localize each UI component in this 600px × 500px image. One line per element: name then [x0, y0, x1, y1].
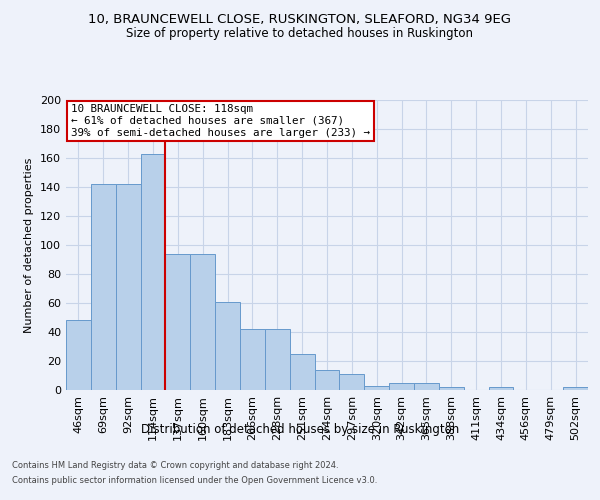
Bar [488, 387, 514, 390]
Y-axis label: Number of detached properties: Number of detached properties [25, 158, 34, 332]
Text: Contains public sector information licensed under the Open Government Licence v3: Contains public sector information licen… [12, 476, 377, 485]
Bar [91, 184, 116, 390]
Text: Distribution of detached houses by size in Ruskington: Distribution of detached houses by size … [141, 422, 459, 436]
Bar [166, 254, 190, 390]
Text: 10 BRAUNCEWELL CLOSE: 118sqm
← 61% of detached houses are smaller (367)
39% of s: 10 BRAUNCEWELL CLOSE: 118sqm ← 61% of de… [71, 104, 370, 138]
Bar [190, 254, 215, 390]
Bar [414, 383, 439, 390]
Bar [314, 370, 340, 390]
Text: Size of property relative to detached houses in Ruskington: Size of property relative to detached ho… [127, 28, 473, 40]
Bar [116, 184, 140, 390]
Bar [140, 154, 166, 390]
Bar [240, 329, 265, 390]
Bar [389, 383, 414, 390]
Bar [439, 387, 464, 390]
Bar [265, 329, 290, 390]
Bar [563, 387, 588, 390]
Bar [66, 320, 91, 390]
Bar [364, 386, 389, 390]
Text: 10, BRAUNCEWELL CLOSE, RUSKINGTON, SLEAFORD, NG34 9EG: 10, BRAUNCEWELL CLOSE, RUSKINGTON, SLEAF… [89, 12, 511, 26]
Bar [215, 302, 240, 390]
Bar [290, 354, 314, 390]
Bar [340, 374, 364, 390]
Text: Contains HM Land Registry data © Crown copyright and database right 2024.: Contains HM Land Registry data © Crown c… [12, 461, 338, 470]
